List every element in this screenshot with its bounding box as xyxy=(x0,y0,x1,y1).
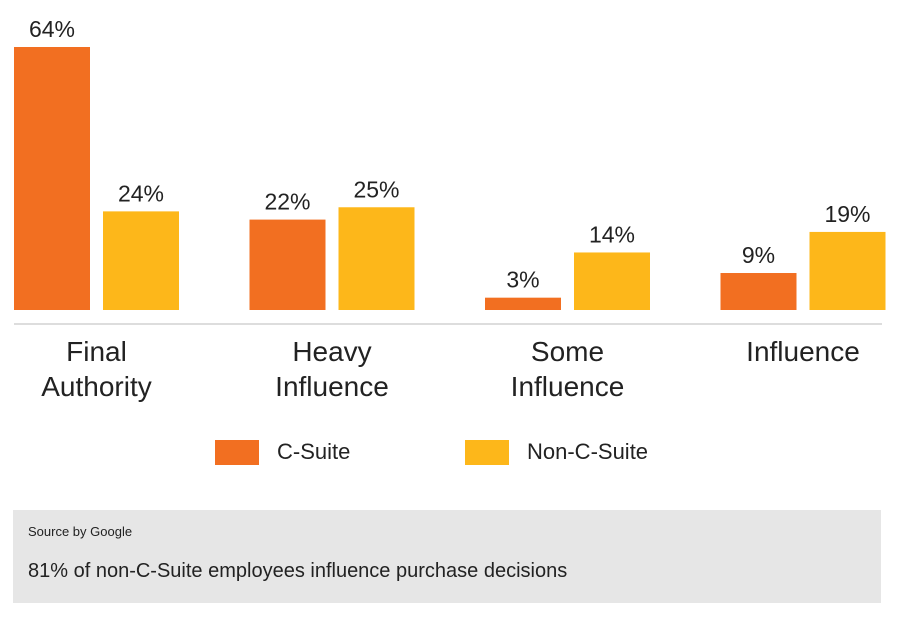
x-tick-label: Influence xyxy=(746,336,860,367)
caption: 81% of non-C-Suite employees influence p… xyxy=(28,560,568,582)
value-label: 14% xyxy=(589,221,635,247)
value-label: 3% xyxy=(506,267,539,293)
value-label: 22% xyxy=(264,189,310,215)
value-label: 64% xyxy=(29,16,75,42)
footer: Source by Google 81% of non-C-Suite empl… xyxy=(13,510,881,603)
bar xyxy=(249,219,326,310)
bar xyxy=(720,273,797,310)
bar xyxy=(574,252,650,310)
value-label: 24% xyxy=(118,180,164,206)
x-tick-label: Heavy Influence xyxy=(275,336,389,402)
source: Source by Google xyxy=(28,524,133,539)
legend-swatch xyxy=(215,440,259,465)
value-label: 19% xyxy=(824,201,870,227)
bar xyxy=(809,231,886,310)
bar xyxy=(14,47,90,310)
x-tick-label: Final Authority xyxy=(41,336,152,402)
bar xyxy=(338,207,415,310)
x-tick-label: Some Influence xyxy=(510,336,625,402)
legend-swatch xyxy=(465,440,509,465)
bar xyxy=(485,297,561,310)
legend-label: Non-C-Suite xyxy=(527,439,649,464)
value-label: 25% xyxy=(353,176,399,202)
legend-label: C-Suite xyxy=(277,439,351,464)
value-label: 9% xyxy=(742,242,775,268)
bar xyxy=(103,211,179,310)
